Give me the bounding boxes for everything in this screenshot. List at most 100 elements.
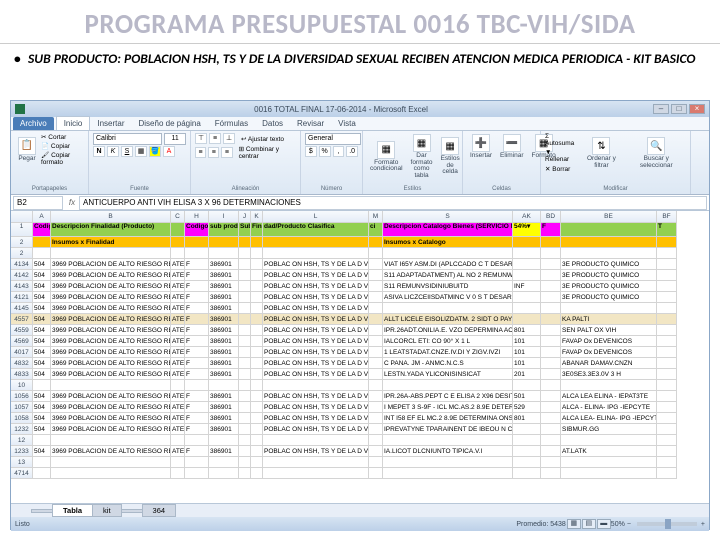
number-format-select[interactable]: General — [305, 133, 361, 145]
tab-formulas[interactable]: Fórmulas — [208, 117, 255, 130]
table-row[interactable]: 2 — [11, 248, 709, 259]
table-row[interactable]: 48335043969 POBLACION DE ALTO RIESGO REC… — [11, 369, 709, 380]
copy-button[interactable]: 📄 Copiar — [41, 142, 84, 150]
table-row[interactable]: 41435043969 POBLACION DE ALTO RIESGO REC… — [11, 281, 709, 292]
cond-format-button[interactable]: ▦Formato condicional — [367, 140, 406, 174]
find-button[interactable]: 🔍Buscar y seleccionar — [627, 136, 686, 170]
align-bot-button[interactable]: ⊥ — [223, 133, 235, 144]
tab-diseno[interactable]: Diseño de página — [132, 117, 208, 130]
tab-file[interactable]: Archivo — [13, 117, 54, 130]
edit-label: Modificar — [545, 186, 686, 192]
col-header[interactable]: J — [239, 211, 251, 223]
comma-button[interactable]: , — [333, 146, 345, 157]
font-color-button[interactable]: A — [163, 146, 175, 157]
table-row[interactable]: 4714 — [11, 468, 709, 479]
insert-button[interactable]: ➕Insertar — [467, 133, 495, 161]
autosum-button[interactable]: Σ Autosuma — [545, 133, 576, 147]
tab-vista[interactable]: Vista — [331, 117, 363, 130]
table-row[interactable]: 10585043969 POBLACION DE ALTO RIESGO REC… — [11, 413, 709, 424]
name-box[interactable]: B2 — [13, 196, 63, 210]
col-header[interactable]: A — [33, 211, 51, 223]
italic-button[interactable]: K — [107, 146, 119, 157]
font-size-select[interactable]: 11 — [164, 133, 186, 145]
align-mid-button[interactable]: ≡ — [209, 133, 221, 144]
fx-icon[interactable]: fx — [65, 198, 79, 207]
bold-button[interactable]: N — [93, 146, 105, 157]
wrap-button[interactable]: ↩ Ajustar texto — [241, 135, 284, 143]
excel-titlebar: 0016 TOTAL FINAL 17-06-2014 - Microsoft … — [11, 101, 709, 117]
cut-button[interactable]: ✂ Cortar — [41, 133, 84, 141]
align-right-button[interactable]: ≡ — [221, 147, 232, 158]
view-layout-button[interactable]: ▤ — [582, 519, 596, 529]
zoom-out-button[interactable]: − — [627, 521, 631, 528]
col-header[interactable]: AK — [513, 211, 541, 223]
font-name-select[interactable]: Calibri — [93, 133, 162, 145]
view-normal-button[interactable]: ▦ — [567, 519, 581, 529]
status-bar: Listo Promedio: 5438 ▦ ▤ ▬ 50% − + — [11, 517, 709, 531]
currency-button[interactable]: $ — [305, 146, 317, 157]
fill-button[interactable]: ▼ Rellenar — [545, 149, 576, 163]
table-row[interactable]: 41455043969 POBLACION DE ALTO RIESGO REC… — [11, 303, 709, 314]
table-row[interactable]: 10575043969 POBLACION DE ALTO RIESGO REC… — [11, 402, 709, 413]
col-header[interactable]: C — [171, 211, 185, 223]
as-table-button[interactable]: ▦Dar formato como tabla — [408, 133, 436, 180]
underline-button[interactable]: S — [121, 146, 133, 157]
sheet-tab[interactable]: 364 — [142, 504, 177, 517]
table-row[interactable]: 41345043969 POBLACION DE ALTO RIESGO REC… — [11, 259, 709, 270]
table-row[interactable]: 41425043969 POBLACION DE ALTO RIESGO REC… — [11, 270, 709, 281]
formula-input[interactable]: ANTICUERPO ANTI VIH ELISA 3 X 96 DETERMI… — [79, 196, 707, 210]
table-row[interactable]: 12 — [11, 435, 709, 446]
tab-insertar[interactable]: Insertar — [90, 117, 131, 130]
sheet-tab[interactable] — [31, 509, 53, 513]
close-button[interactable]: × — [689, 104, 705, 114]
maximize-button[interactable]: □ — [671, 104, 687, 114]
table-row[interactable]: 45695043969 POBLACION DE ALTO RIESGO REC… — [11, 336, 709, 347]
percent-button[interactable]: % — [319, 146, 331, 157]
delete-icon: ➖ — [503, 134, 521, 152]
spreadsheet-grid[interactable]: ABCHIJKLMSAKBDBEBF 1Codigo FDescripcion … — [11, 211, 709, 503]
tab-datos[interactable]: Datos — [255, 117, 290, 130]
align-top-button[interactable]: ⊤ — [195, 133, 207, 144]
sort-button[interactable]: ⇅Ordenar y filtrar — [578, 136, 624, 170]
table-row[interactable]: 12325043969 POBLACION DE ALTO RIESGO REC… — [11, 424, 709, 435]
table-row[interactable]: 45575043969 POBLACION DE ALTO RIESGO REC… — [11, 314, 709, 325]
border-button[interactable]: ▦ — [135, 146, 147, 157]
table-row[interactable]: 13 — [11, 457, 709, 468]
tab-inicio[interactable]: Inicio — [56, 116, 91, 130]
col-header[interactable]: S — [383, 211, 513, 223]
clear-button[interactable]: ✕ Borrar — [545, 165, 576, 173]
table-row[interactable]: 10 — [11, 380, 709, 391]
table-row[interactable]: 41215043969 POBLACION DE ALTO RIESGO REC… — [11, 292, 709, 303]
table-row[interactable]: 45595043969 POBLACION DE ALTO RIESGO REC… — [11, 325, 709, 336]
tab-revisar[interactable]: Revisar — [290, 117, 331, 130]
fill-color-button[interactable]: 🪣 — [149, 146, 161, 157]
view-break-button[interactable]: ▬ — [597, 519, 611, 529]
merge-button[interactable]: ⊞ Combinar y centrar — [239, 145, 296, 160]
sheet-tab[interactable]: Tabla — [52, 504, 93, 517]
table-row[interactable]: 40175043969 POBLACION DE ALTO RIESGO REC… — [11, 347, 709, 358]
table-row[interactable]: 48325043969 POBLACION DE ALTO RIESGO REC… — [11, 358, 709, 369]
col-header[interactable]: BD — [541, 211, 561, 223]
minimize-button[interactable]: – — [653, 104, 669, 114]
sheet-tab[interactable] — [121, 509, 143, 513]
col-header[interactable]: I — [209, 211, 239, 223]
col-header[interactable]: BF — [657, 211, 677, 223]
col-header[interactable]: L — [263, 211, 369, 223]
table-row[interactable]: 12335043969 POBLACION DE ALTO RIESGO REC… — [11, 446, 709, 457]
align-left-button[interactable]: ≡ — [195, 147, 206, 158]
col-header[interactable]: M — [369, 211, 383, 223]
format-painter-button[interactable]: 🖌 Copiar formato — [41, 151, 84, 166]
delete-button[interactable]: ➖Eliminar — [497, 133, 526, 161]
zoom-slider[interactable] — [637, 522, 697, 526]
sheet-tab[interactable]: kit — [92, 504, 122, 517]
col-header[interactable]: B — [51, 211, 171, 223]
cell-styles-button[interactable]: ▦Estilos de celda — [438, 136, 463, 177]
col-header[interactable]: H — [185, 211, 209, 223]
align-center-button[interactable]: ≡ — [208, 147, 219, 158]
inc-decimal-button[interactable]: .0 — [346, 146, 358, 157]
col-header[interactable]: K — [251, 211, 263, 223]
zoom-in-button[interactable]: + — [701, 521, 705, 528]
paste-button[interactable]: 📋 Pegar — [15, 136, 39, 164]
table-row[interactable]: 10565043969 POBLACION DE ALTO RIESGO REC… — [11, 391, 709, 402]
col-header[interactable]: BE — [561, 211, 657, 223]
